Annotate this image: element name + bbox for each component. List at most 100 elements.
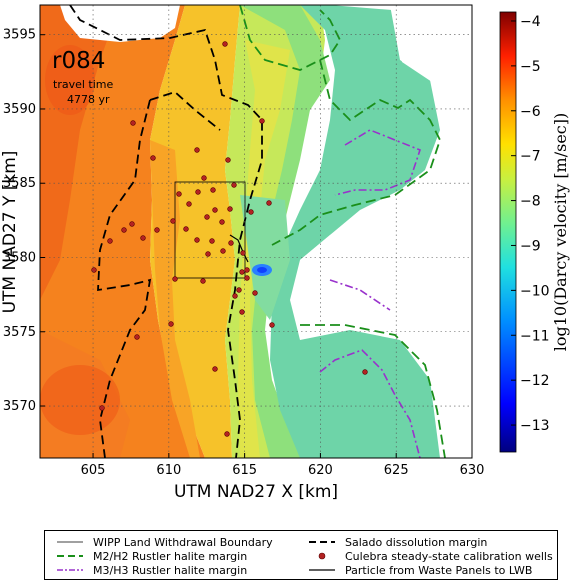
calibration-wells bbox=[91, 41, 368, 437]
calibration-well-marker bbox=[252, 290, 258, 296]
calibration-well-marker bbox=[170, 218, 176, 224]
calibration-well-marker bbox=[232, 293, 238, 299]
legend-item: WIPP Land Withdrawal Boundary bbox=[55, 534, 273, 550]
legend-swatch bbox=[57, 541, 83, 543]
salado-margin-line bbox=[69, 5, 263, 458]
x-tick-label: 620 bbox=[308, 463, 333, 478]
colorbar bbox=[499, 11, 517, 453]
colorbar-tick-label: −8 bbox=[520, 194, 541, 210]
calibration-well-marker bbox=[244, 275, 250, 281]
x-tick-label: 605 bbox=[81, 463, 106, 478]
calibration-well-marker bbox=[140, 235, 146, 241]
colorbar-ticks: −4 −5 −6 −7 −8 −9 −10 −11 −12 −13 bbox=[511, 14, 550, 434]
y-tick-label: 3595 bbox=[3, 28, 36, 43]
calibration-well-marker bbox=[204, 214, 210, 220]
calibration-well-marker bbox=[107, 238, 113, 244]
x-tick-label: 625 bbox=[384, 463, 409, 478]
calibration-well-marker bbox=[239, 309, 245, 315]
m2-h2-margin-line bbox=[271, 59, 441, 246]
y-tick-label: 3570 bbox=[3, 399, 36, 414]
y-axis-label: UTM NAD27 Y [km] bbox=[0, 151, 20, 314]
calibration-well-marker bbox=[236, 287, 242, 293]
travel-time-label: travel time bbox=[53, 78, 113, 91]
calibration-well-marker bbox=[259, 118, 265, 124]
plot-frame bbox=[39, 4, 473, 459]
calibration-well-marker bbox=[362, 369, 368, 375]
calibration-well-marker bbox=[227, 206, 233, 212]
colorbar-tick-label: −13 bbox=[520, 418, 550, 434]
colorbar-tick-label: −9 bbox=[520, 238, 541, 254]
legend-swatch bbox=[318, 552, 326, 560]
calibration-well-marker bbox=[194, 147, 200, 153]
legend-label: M2/H2 Rustler halite margin bbox=[93, 549, 248, 563]
colorbar-tick-label: −11 bbox=[520, 328, 550, 344]
calibration-well-marker bbox=[244, 267, 250, 273]
legend-item: M3/H3 Rustler halite margin bbox=[55, 562, 247, 578]
particle-path-line bbox=[229, 234, 249, 263]
calibration-well-marker bbox=[201, 175, 207, 181]
y-axis-ticks: 3570 3575 3580 3585 3590 3595 bbox=[3, 28, 45, 414]
contour-lines bbox=[69, 5, 446, 458]
calibration-well-marker bbox=[99, 405, 105, 411]
calibration-well-marker bbox=[129, 221, 135, 227]
y-tick-label: 3585 bbox=[3, 176, 36, 191]
colorbar-tick-label: −7 bbox=[520, 149, 541, 165]
calibration-well-marker bbox=[212, 366, 218, 372]
y-tick-label: 3580 bbox=[3, 250, 36, 265]
calibration-well-marker bbox=[212, 207, 218, 213]
wipp-land-withdrawal-boundary bbox=[174, 181, 246, 279]
x-axis-label: UTM NAD27 X [km] bbox=[174, 482, 338, 502]
calibration-well-marker bbox=[220, 248, 226, 254]
calibration-well-marker bbox=[91, 267, 97, 273]
x-axis-ticks: 605 610 615 620 625 630 bbox=[81, 453, 485, 478]
calibration-well-marker bbox=[222, 41, 228, 47]
legend: WIPP Land Withdrawal Boundary Salado diss… bbox=[44, 530, 558, 580]
calibration-well-marker bbox=[121, 227, 127, 233]
legend-label: Particle from Waste Panels to LWB bbox=[345, 563, 533, 577]
legend-swatch bbox=[57, 555, 83, 557]
calibration-well-marker bbox=[176, 191, 182, 197]
x-tick-label: 610 bbox=[156, 463, 181, 478]
calibration-well-marker bbox=[186, 201, 192, 207]
calibration-well-marker bbox=[168, 321, 174, 327]
calibration-well-marker bbox=[130, 120, 136, 126]
calibration-well-marker bbox=[154, 227, 160, 233]
calibration-well-marker bbox=[200, 278, 206, 284]
legend-item: Culebra steady-state calibration wells bbox=[307, 548, 553, 564]
x-tick-label: 630 bbox=[460, 463, 485, 478]
colorbar-label: log10(Darcy velocity [m/sec]) bbox=[551, 113, 570, 352]
legend-swatch bbox=[309, 569, 335, 571]
legend-label: WIPP Land Withdrawal Boundary bbox=[93, 535, 273, 549]
calibration-well-marker bbox=[194, 237, 200, 243]
calibration-well-marker bbox=[219, 219, 225, 225]
m2-h2-margin-line bbox=[239, 5, 342, 71]
legend-swatch bbox=[57, 569, 83, 571]
calibration-well-marker bbox=[209, 238, 215, 244]
calibration-well-marker bbox=[266, 200, 272, 206]
calibration-well-marker bbox=[228, 240, 234, 246]
colorbar-tick-label: −4 bbox=[520, 14, 541, 30]
calibration-well-marker bbox=[134, 334, 140, 340]
calibration-well-marker bbox=[248, 209, 254, 215]
calibration-well-marker bbox=[239, 269, 245, 275]
calibration-well-marker bbox=[210, 187, 216, 193]
calibration-well-marker bbox=[172, 276, 178, 282]
map-figure: 605 610 615 620 625 630 357035753580358535903… bbox=[0, 4, 570, 502]
legend-label: Salado dissolution margin bbox=[345, 535, 488, 549]
calibration-well-marker bbox=[183, 226, 189, 232]
m3-h3-margin-line bbox=[334, 129, 421, 196]
colorbar-tick-label: −6 bbox=[520, 104, 541, 120]
calibration-well-marker bbox=[150, 155, 156, 161]
calibration-well-marker bbox=[205, 251, 211, 257]
colorbar-tick-label: −10 bbox=[520, 283, 550, 299]
legend-swatch bbox=[309, 541, 335, 543]
run-id-label: r084 bbox=[52, 48, 105, 74]
m2-h2-margin-line bbox=[300, 324, 446, 458]
calibration-well-marker bbox=[195, 189, 201, 195]
calibration-well-marker bbox=[224, 431, 230, 437]
colorbar-tick-label: −5 bbox=[520, 59, 541, 75]
calibration-well-marker bbox=[225, 157, 231, 163]
legend-item: M2/H2 Rustler halite margin bbox=[55, 548, 247, 564]
calibration-well-marker bbox=[269, 322, 275, 328]
calibration-well-marker bbox=[231, 182, 237, 188]
